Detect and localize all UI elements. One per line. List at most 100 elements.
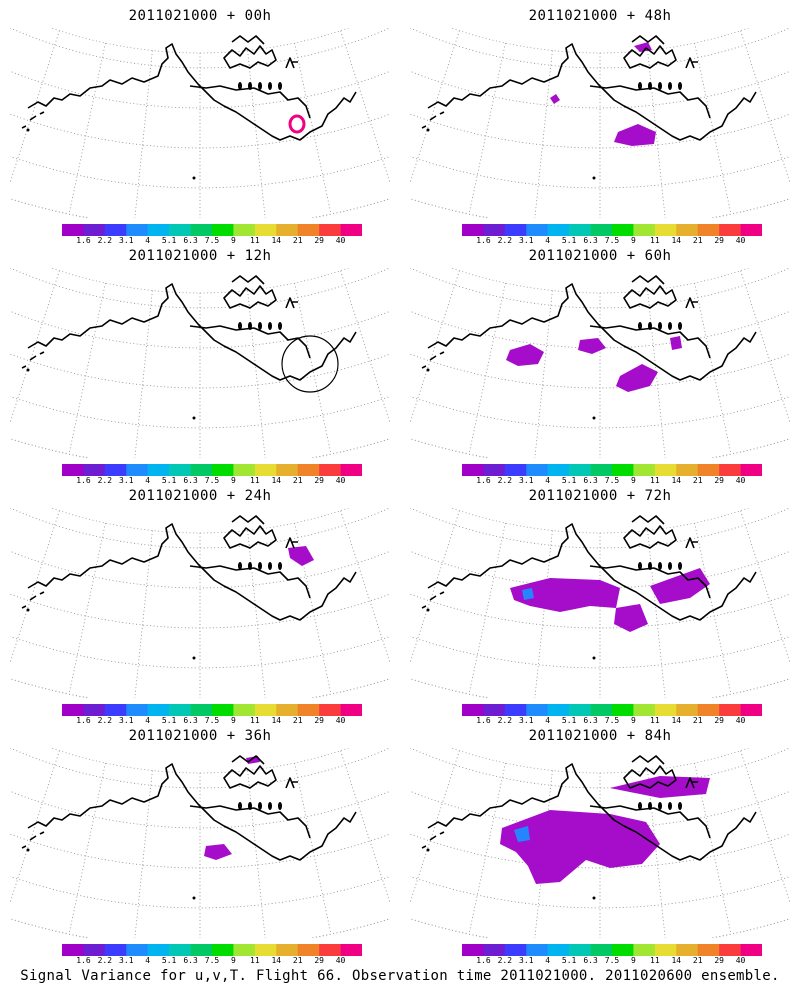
colorbar-label: 2.2 — [497, 476, 513, 485]
colorbar-swatch — [719, 944, 741, 956]
panel-title: 2011021000 + 48h — [528, 8, 672, 24]
graticule — [10, 268, 390, 458]
variance-contour — [281, 335, 339, 393]
colorbar-swatch — [612, 704, 634, 716]
colorbar-swatch — [526, 224, 549, 236]
map-panel-60h: 2011021000 + 60h 1.6 2.2 3.1 4 5.1 6.3 7.5 9 11 1… — [405, 240, 795, 485]
colorbar-swatch — [483, 944, 506, 956]
colorbar-label: 3.1 — [519, 236, 534, 245]
panel-title: 2011021000 + 36h — [128, 728, 272, 744]
colorbar-swatch — [147, 704, 170, 716]
colorbar-swatch — [633, 224, 656, 236]
variance-region — [204, 844, 232, 860]
colorbar-swatch — [547, 944, 570, 956]
colorbar-label: 5.1 — [161, 236, 177, 245]
colorbar-label: 21 — [292, 236, 303, 245]
colorbar-swatch — [569, 224, 591, 236]
colorbar-swatch — [319, 944, 341, 956]
variance-region — [614, 604, 648, 632]
variance-region — [500, 810, 660, 884]
colorbar-swatch — [654, 704, 677, 716]
colorbar-swatch — [462, 464, 484, 476]
graticule — [410, 28, 790, 218]
colorbar-swatch — [212, 944, 234, 956]
colorbar-label: 3.1 — [119, 236, 134, 245]
colorbar-swatch — [697, 944, 720, 956]
colorbar-label: 40 — [335, 956, 346, 965]
colorbar-swatch — [740, 704, 762, 716]
colorbar-label: 21 — [292, 956, 303, 965]
map-panel-24h: 2011021000 + 24h 1.6 2.2 3.1 4 5.1 6.3 7.5 9 11 1… — [5, 480, 395, 725]
colorbar-label: 7.5 — [204, 476, 220, 485]
coastline — [421, 275, 757, 420]
colorbar-label: 6.3 — [183, 716, 198, 725]
variance-region — [506, 344, 544, 366]
colorbar-swatch — [297, 944, 320, 956]
colorbar-swatch — [276, 464, 299, 476]
variance-region — [670, 336, 682, 350]
colorbar-swatch — [483, 224, 506, 236]
colorbar-labels: 1.6 2.2 3.1 4 5.1 6.3 7.5 9 11 14 21 29 40 — [57, 476, 367, 486]
colorbar-label: 1.6 — [476, 716, 491, 725]
colorbar-swatch — [676, 224, 699, 236]
variance-region — [288, 546, 314, 566]
polar-map — [10, 748, 390, 938]
colorbar-labels: 1.6 2.2 3.1 4 5.1 6.3 7.5 9 11 14 21 29 40 — [57, 956, 367, 966]
colorbar-swatch — [676, 944, 699, 956]
colorbar-swatch — [697, 464, 720, 476]
colorbar-label: 2.2 — [97, 476, 113, 485]
colorbar-swatch — [547, 224, 570, 236]
colorbar-label: 5.1 — [161, 476, 177, 485]
colorbar-label: 21 — [692, 236, 703, 245]
colorbar-label: 9 — [631, 476, 636, 485]
colorbar-label: 3.1 — [119, 956, 134, 965]
colorbar-label: 2.2 — [497, 236, 513, 245]
colorbar-label: 1.6 — [76, 476, 91, 485]
colorbar-swatch — [590, 224, 613, 236]
colorbar-label: 11 — [250, 236, 260, 245]
colorbar-swatch — [612, 464, 634, 476]
colorbar — [62, 944, 362, 956]
graticule — [10, 28, 390, 218]
colorbar-swatch — [504, 944, 527, 956]
colorbar-swatch — [740, 224, 762, 236]
coastline — [21, 755, 357, 900]
colorbar-swatch — [233, 944, 256, 956]
colorbar-swatch — [62, 944, 84, 956]
colorbar-swatch — [504, 704, 527, 716]
colorbar-swatch — [104, 224, 127, 236]
colorbar-label: 5.1 — [561, 956, 577, 965]
variance-region — [514, 826, 530, 842]
colorbar-label: 11 — [250, 956, 260, 965]
map-panel-48h: 2011021000 + 48h 1.6 2.2 3.1 4 5.1 6.3 7.5 9 11 1… — [405, 0, 795, 245]
colorbar-label: 40 — [735, 236, 746, 245]
colorbar-label: 3.1 — [119, 476, 134, 485]
colorbar-label: 6.3 — [183, 956, 198, 965]
colorbar-swatch — [297, 224, 320, 236]
colorbar-labels: 1.6 2.2 3.1 4 5.1 6.3 7.5 9 11 14 21 29 40 — [457, 956, 767, 966]
colorbar-label: 7.5 — [204, 716, 220, 725]
colorbar-swatch — [126, 704, 149, 716]
colorbar-label: 2.2 — [97, 956, 113, 965]
colorbar-label: 4 — [145, 236, 151, 245]
colorbar — [62, 224, 362, 236]
colorbar-label: 14 — [271, 476, 282, 485]
colorbar-swatch — [590, 704, 613, 716]
coastline — [421, 515, 757, 660]
colorbar-swatch — [340, 224, 362, 236]
colorbar-label: 40 — [735, 956, 746, 965]
colorbar-label: 40 — [735, 716, 746, 725]
colorbar-label: 7.5 — [604, 716, 620, 725]
colorbar-label: 40 — [735, 476, 746, 485]
colorbar-swatch — [340, 464, 362, 476]
colorbar-swatch — [233, 464, 256, 476]
polar-map — [410, 268, 790, 458]
colorbar-swatch — [547, 464, 570, 476]
colorbar-label: 6.3 — [583, 956, 598, 965]
colorbar-label: 14 — [671, 476, 682, 485]
colorbar-swatch — [169, 464, 191, 476]
colorbar-swatch — [697, 704, 720, 716]
colorbar-swatch — [612, 224, 634, 236]
colorbar — [462, 224, 762, 236]
colorbar-label: 14 — [671, 956, 682, 965]
